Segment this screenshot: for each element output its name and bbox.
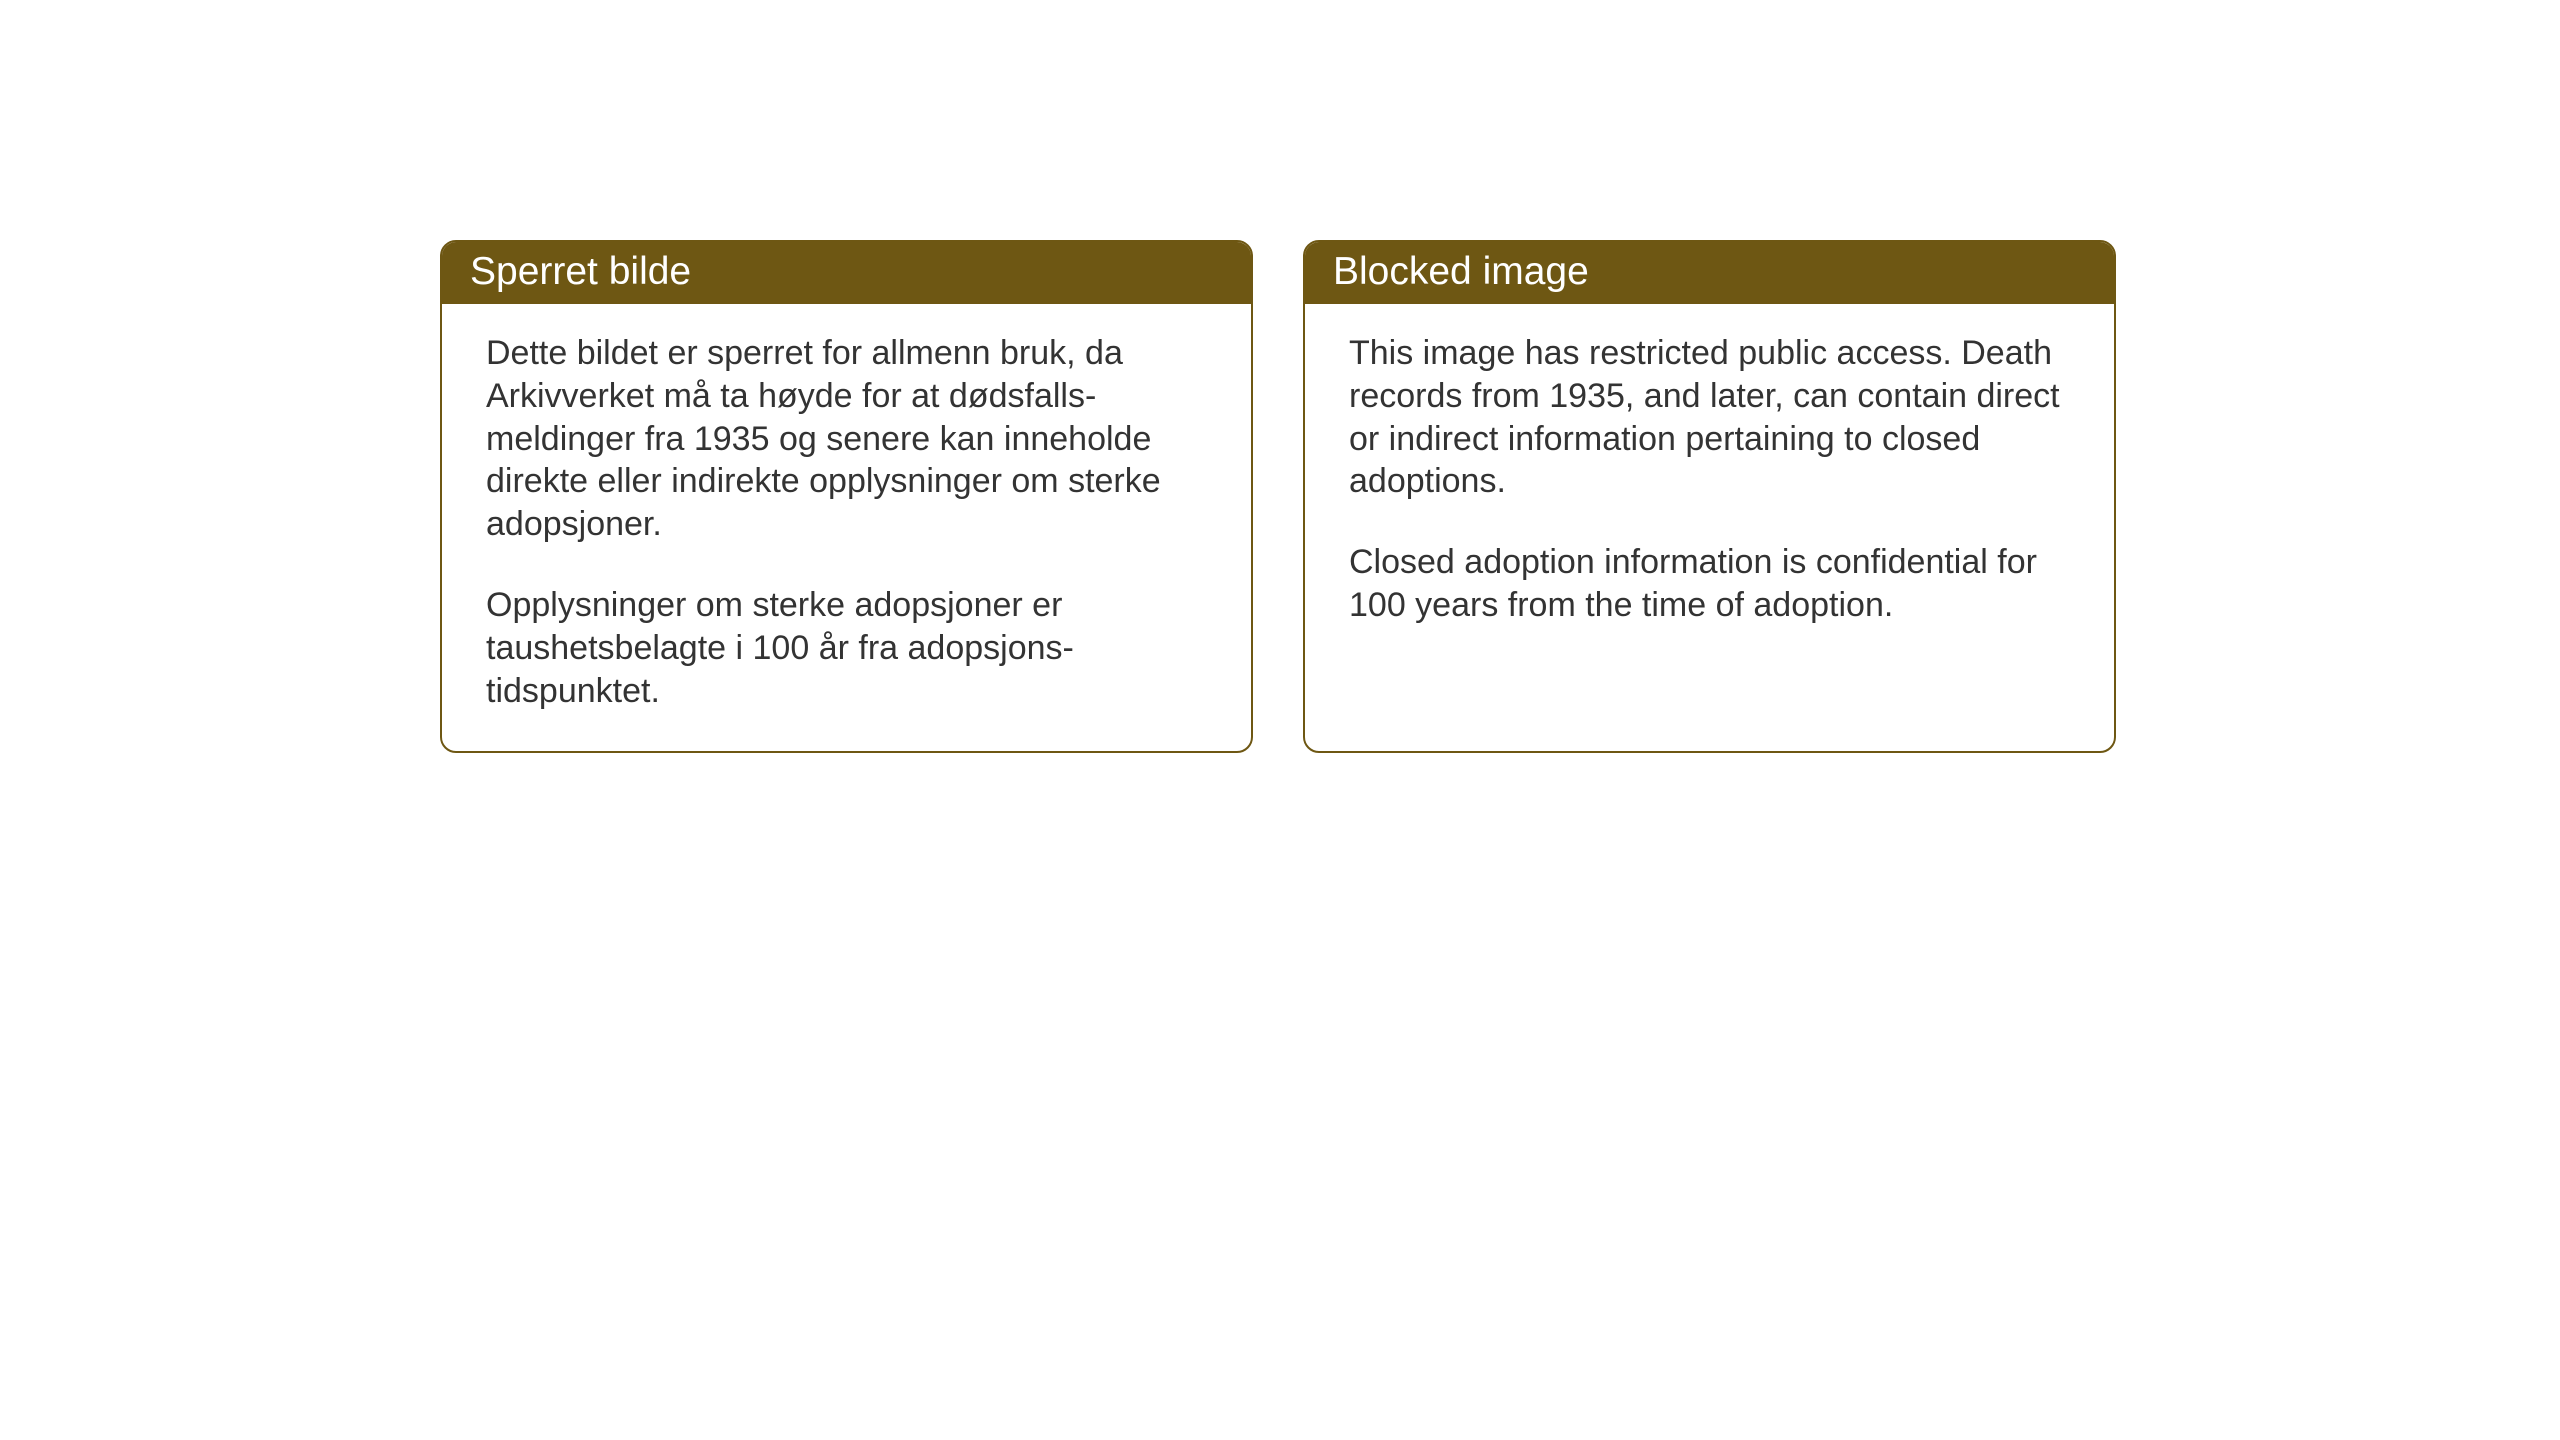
card-english-header: Blocked image [1305, 242, 2114, 304]
card-norwegian: Sperret bilde Dette bildet er sperret fo… [440, 240, 1253, 753]
cards-container: Sperret bilde Dette bildet er sperret fo… [440, 240, 2116, 753]
card-norwegian-header: Sperret bilde [442, 242, 1251, 304]
card-english: Blocked image This image has restricted … [1303, 240, 2116, 753]
card-english-paragraph-2: Closed adoption information is confident… [1349, 541, 2070, 627]
card-norwegian-paragraph-1: Dette bildet er sperret for allmenn bruk… [486, 332, 1207, 546]
card-english-body: This image has restricted public access.… [1305, 304, 2114, 665]
card-norwegian-paragraph-2: Opplysninger om sterke adopsjoner er tau… [486, 584, 1207, 712]
card-english-paragraph-1: This image has restricted public access.… [1349, 332, 2070, 503]
card-norwegian-body: Dette bildet er sperret for allmenn bruk… [442, 304, 1251, 751]
